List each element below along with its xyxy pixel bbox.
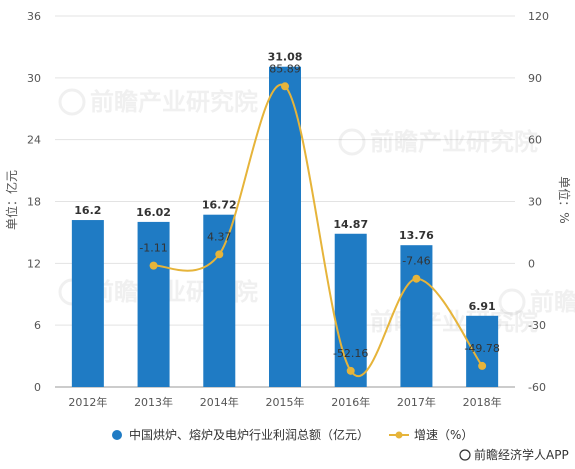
right-axis-title: 单位：% [557,176,572,223]
source-text: 前瞻经济学人APP [474,447,569,462]
line-value-label: 4.37 [207,230,232,243]
right-tick-label: 120 [528,10,549,23]
watermark: 前瞻产业研究院 [338,128,538,156]
right-tick-label: 60 [528,134,542,147]
bar [334,233,367,387]
line-point [149,261,158,270]
line-point [346,366,355,375]
line-point [281,82,289,91]
x-tick-label: 2015年 [266,395,305,409]
right-axis-ticks: -60 -30 0 30 60 90 120 [528,10,549,394]
watermark-text: 前瞻产业研究院 [370,128,538,156]
left-axis-title: 单位：亿元 [4,170,19,230]
right-tick-label: 30 [528,196,542,209]
left-tick-label: 12 [27,257,41,270]
bar-value-label: 13.76 [399,229,434,242]
watermarks: 前瞻产业研究院前瞻产业研究院前瞻产业研究院前瞻产业研究院前瞻产业研究院 [58,88,575,336]
bar-value-label: 14.87 [333,218,368,231]
line-value-label: -7.46 [402,255,430,268]
line-value-label: 85.89 [269,62,301,75]
bar-series [71,66,499,387]
bar [400,245,433,387]
legend-bar-swatch [112,430,122,440]
bar [466,315,499,387]
left-tick-label: 0 [34,381,41,394]
bar [137,221,170,387]
watermark-text: 前瞻产业研究院 [530,288,575,316]
line-series [149,82,487,377]
bar [269,66,301,387]
left-tick-label: 30 [27,72,41,85]
bar [203,214,236,387]
watermark-text: 前瞻产业研究院 [370,308,538,336]
x-tick-label: 2014年 [200,395,239,409]
line-point [478,361,487,370]
left-tick-label: 24 [27,134,41,147]
x-tick-label: 2012年 [68,395,107,409]
x-tick-label: 2017年 [397,395,436,409]
x-tick-label: 2013年 [134,395,173,409]
bar-value-label: 16.02 [136,206,171,219]
legend-line-label: 增速（%） [414,428,473,442]
watermark-logo-icon [58,88,86,116]
line-value-label: -52.16 [333,347,368,360]
watermark-text: 前瞻产业研究院 [90,88,258,116]
left-tick-label: 36 [27,10,41,23]
right-tick-label: 90 [528,72,542,85]
watermark-logo-icon [498,288,526,316]
x-tick-label: 2018年 [463,395,502,409]
bar-value-label: 31.08 [268,51,303,64]
bar [71,220,104,387]
left-tick-label: 18 [27,196,41,209]
watermark-logo-icon [338,128,366,156]
bar-value-label: 16.2 [74,204,101,217]
bar-data-labels: 16.2 16.02 16.72 31.08 14.87 13.76 6.91 [74,51,495,313]
right-tick-label: 0 [528,257,535,270]
left-axis-ticks: 0 6 12 18 24 30 36 [27,10,41,394]
bar-value-label: 6.91 [469,300,496,313]
line-value-label: -49.78 [464,342,499,355]
watermark: 前瞻产业研究院 [498,288,575,316]
right-tick-label: -60 [528,381,546,394]
left-tick-label: 6 [34,319,41,332]
watermark: 前瞻产业研究院 [58,88,258,116]
source-footer: 前瞻经济学人APP [459,447,569,462]
right-tick-label: -30 [528,319,546,332]
line-data-labels: -1.11 4.37 85.89 -52.16 -7.46 -49.78 [139,62,500,360]
line-point [215,250,224,259]
line-point [412,274,421,283]
line-value-label: -1.11 [139,242,167,255]
bar-value-label: 16.72 [202,199,237,212]
legend-line-marker [395,431,403,439]
legend-bar-label: 中国烘炉、熔炉及电炉行业利润总额（亿元） [129,427,369,442]
x-axis-ticks: 2012年 2013年 2014年 2015年 2016年 2017年 2018年 [68,395,501,409]
legend: 中国烘炉、熔炉及电炉行业利润总额（亿元） 增速（%） [112,427,473,442]
x-tick-label: 2016年 [331,395,370,409]
source-logo-icon [459,449,471,461]
